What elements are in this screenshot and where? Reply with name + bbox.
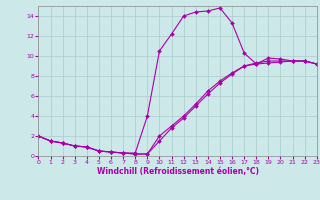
X-axis label: Windchill (Refroidissement éolien,°C): Windchill (Refroidissement éolien,°C) [97,167,259,176]
